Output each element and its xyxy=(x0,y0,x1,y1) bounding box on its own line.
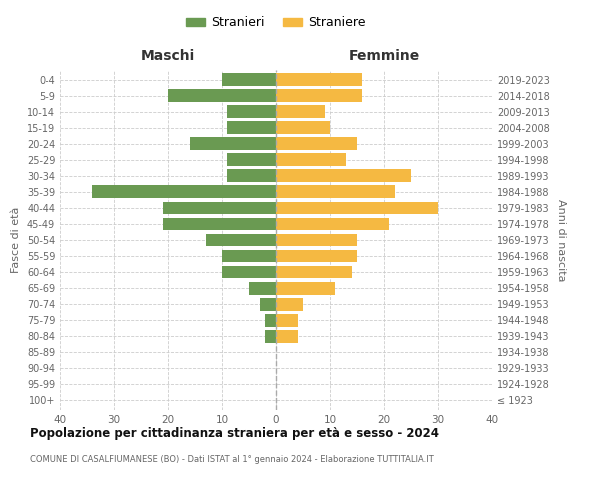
Text: Femmine: Femmine xyxy=(349,49,419,63)
Bar xyxy=(92,186,276,198)
Text: Popolazione per cittadinanza straniera per età e sesso - 2024: Popolazione per cittadinanza straniera p… xyxy=(30,428,439,440)
Bar xyxy=(227,154,276,166)
Bar xyxy=(276,154,346,166)
Bar xyxy=(227,122,276,134)
Bar xyxy=(276,282,335,294)
Bar xyxy=(276,330,298,342)
Bar xyxy=(163,218,276,230)
Bar xyxy=(227,106,276,118)
Bar xyxy=(276,106,325,118)
Bar xyxy=(276,73,362,86)
Bar xyxy=(276,250,357,262)
Bar xyxy=(276,234,357,246)
Bar xyxy=(276,266,352,278)
Bar xyxy=(227,170,276,182)
Bar xyxy=(276,186,395,198)
Bar xyxy=(265,314,276,326)
Bar xyxy=(206,234,276,246)
Bar xyxy=(163,202,276,214)
Bar xyxy=(276,138,357,150)
Bar xyxy=(276,314,298,326)
Bar xyxy=(276,89,362,102)
Bar xyxy=(249,282,276,294)
Bar xyxy=(276,122,330,134)
Y-axis label: Fasce di età: Fasce di età xyxy=(11,207,21,273)
Bar xyxy=(168,89,276,102)
Y-axis label: Anni di nascita: Anni di nascita xyxy=(556,198,566,281)
Bar xyxy=(276,298,303,310)
Bar xyxy=(222,250,276,262)
Text: COMUNE DI CASALFIUMANESE (BO) - Dati ISTAT al 1° gennaio 2024 - Elaborazione TUT: COMUNE DI CASALFIUMANESE (BO) - Dati IST… xyxy=(30,455,434,464)
Bar xyxy=(265,330,276,342)
Bar xyxy=(190,138,276,150)
Legend: Stranieri, Straniere: Stranieri, Straniere xyxy=(181,11,371,34)
Bar xyxy=(222,73,276,86)
Text: Maschi: Maschi xyxy=(141,49,195,63)
Bar xyxy=(276,170,411,182)
Bar xyxy=(260,298,276,310)
Bar xyxy=(222,266,276,278)
Bar xyxy=(276,218,389,230)
Bar xyxy=(276,202,438,214)
